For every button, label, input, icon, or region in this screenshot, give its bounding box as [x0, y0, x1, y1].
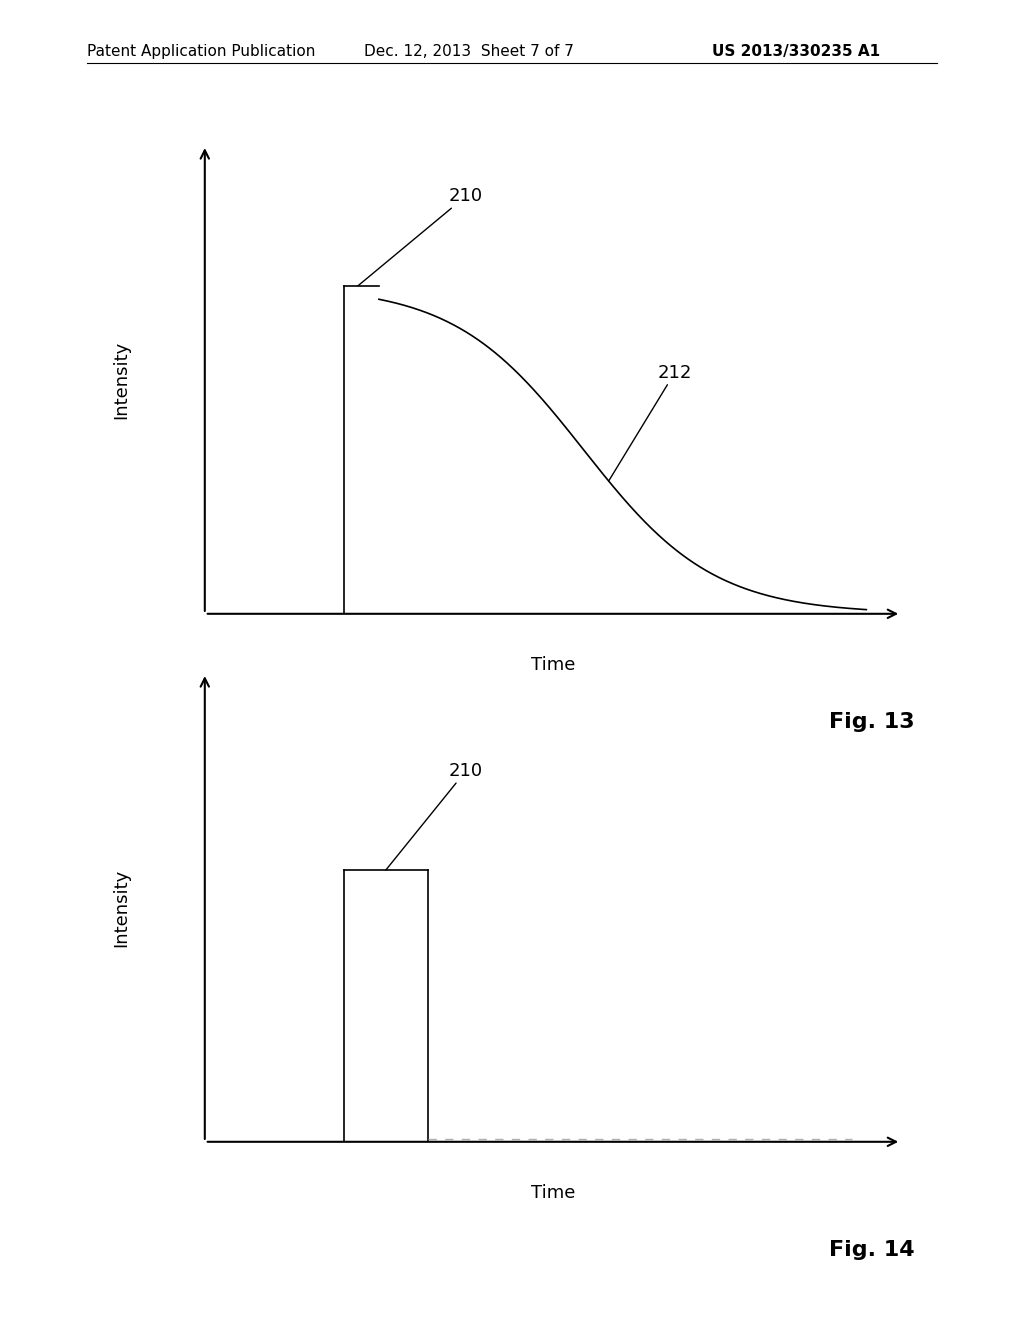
- Text: US 2013/330235 A1: US 2013/330235 A1: [712, 44, 880, 58]
- Text: Intensity: Intensity: [113, 341, 130, 418]
- Text: 210: 210: [386, 762, 482, 870]
- Text: Intensity: Intensity: [113, 869, 130, 946]
- Text: 212: 212: [608, 364, 692, 480]
- Text: Time: Time: [530, 1184, 575, 1203]
- Text: Fig. 13: Fig. 13: [829, 711, 915, 731]
- Text: 210: 210: [358, 187, 482, 286]
- Text: Dec. 12, 2013  Sheet 7 of 7: Dec. 12, 2013 Sheet 7 of 7: [364, 44, 573, 58]
- Text: Time: Time: [530, 656, 575, 675]
- Text: Fig. 14: Fig. 14: [829, 1239, 915, 1259]
- Text: Patent Application Publication: Patent Application Publication: [87, 44, 315, 58]
